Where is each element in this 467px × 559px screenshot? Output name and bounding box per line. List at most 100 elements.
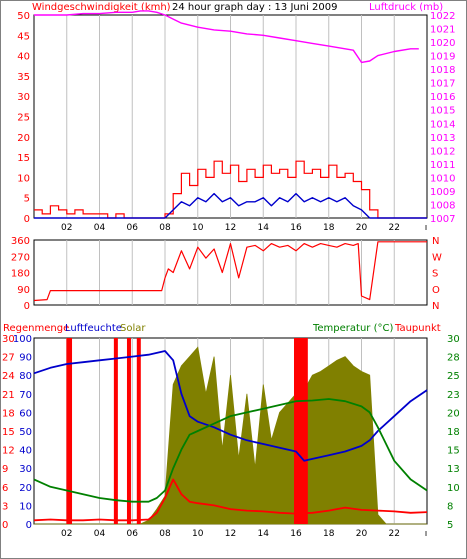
x-tick-label: 10 — [192, 529, 204, 539]
temperature-tick-label: 13 — [447, 464, 460, 475]
x-tick-label: 04 — [94, 529, 106, 539]
solar-axis-label: Solar — [120, 323, 146, 334]
humidity-tick-label: 90 — [19, 353, 32, 364]
wind-pressure-panel: 02 04 06 08 10 12 14 16 18 20 22 ı05101520253035404… — [17, 10, 455, 233]
wind-tick-label: 10 — [17, 173, 30, 184]
rain-tick-label: 27 — [2, 353, 15, 364]
pressure-series — [34, 10, 419, 64]
wind-tick-label: 30 — [17, 92, 30, 103]
humidity-tick-label: 30 — [19, 464, 32, 475]
x-tick-label: 12 — [225, 529, 236, 539]
pressure-tick-label: 1021 — [430, 25, 455, 36]
rain-tick-label: 30 — [2, 334, 15, 345]
temperature-tick-label: 20 — [447, 408, 460, 419]
x-tick-label: 08 — [159, 223, 171, 233]
humidity-tick-label: 10 — [19, 501, 32, 512]
pressure-tick-label: 1010 — [430, 173, 455, 184]
humidity-tick-label: 20 — [19, 483, 32, 494]
temperature-humidity-panel: 02 04 06 08 10 12 14 16 18 20 22 ı03691215182124273… — [2, 334, 460, 539]
direction-tick-label: 360 — [11, 236, 30, 247]
rain-tick-label: 9 — [2, 464, 8, 475]
temperature-tick-label: 25 — [447, 371, 460, 382]
compass-label: O — [432, 285, 440, 296]
x-tick-label: 16 — [290, 223, 302, 233]
rain-bar — [126, 338, 131, 524]
humidity-tick-label: 80 — [19, 371, 32, 382]
x-tick-label: 14 — [258, 223, 270, 233]
rain-tick-label: 0 — [2, 520, 8, 531]
compass-label: N — [432, 301, 439, 312]
x-tick-end: ı — [425, 223, 428, 233]
wind-tick-label: 40 — [17, 52, 30, 63]
pressure-tick-label: 1019 — [430, 52, 455, 63]
pressure-tick-label: 1020 — [430, 38, 455, 49]
temperature-tick-label: 5 — [447, 520, 453, 531]
x-tick-label: 12 — [225, 223, 236, 233]
rain-tick-label: 12 — [2, 446, 15, 457]
temperature-tick-label: 30 — [447, 334, 460, 345]
pressure-tick-label: 1011 — [430, 160, 455, 171]
temperature-tick-label: 18 — [447, 427, 460, 438]
wind-tick-label: 5 — [24, 194, 30, 205]
rain-tick-label: 15 — [2, 427, 15, 438]
wind-tick-label: 35 — [17, 72, 30, 83]
humidity-tick-label: 40 — [19, 446, 32, 457]
x-tick-label: 18 — [323, 529, 335, 539]
x-tick-label: 08 — [159, 529, 171, 539]
rain-bar — [136, 338, 141, 524]
rain-bar — [297, 338, 302, 524]
wind-axis-label: Windgeschwindigkeit (kmh) — [32, 2, 171, 13]
wind-direction-series — [33, 241, 427, 302]
chart-title: 24 hour graph day : 13 Juni 2009 — [172, 2, 338, 13]
rain-axis-label: Regenmenge — [3, 323, 69, 334]
pressure-tick-label: 1014 — [430, 119, 455, 130]
direction-tick-label: 180 — [11, 269, 30, 280]
rain-tick-label: 18 — [2, 408, 15, 419]
rain-bar — [300, 338, 305, 524]
temperature-tick-label: 28 — [447, 353, 460, 364]
pressure-tick-label: 1015 — [430, 106, 455, 117]
rain-bar — [113, 338, 118, 524]
pressure-tick-label: 1017 — [430, 79, 455, 90]
wind-tick-label: 15 — [17, 153, 30, 164]
direction-tick-label: 90 — [17, 285, 30, 296]
humidity-axis-label: Luftfeuchte — [65, 323, 122, 334]
pressure-tick-label: 1018 — [430, 65, 455, 76]
rain-tick-label: 24 — [2, 371, 15, 382]
x-tick-label: 06 — [127, 529, 139, 539]
dewpoint-series — [33, 478, 428, 522]
x-tick-label: 20 — [356, 223, 368, 233]
temperature-tick-label: 15 — [447, 446, 460, 457]
pressure-axis-label: Luftdruck (mb) — [369, 2, 443, 13]
x-tick-label: 10 — [192, 223, 204, 233]
x-tick-label: 16 — [290, 529, 302, 539]
pressure-tick-label: 1022 — [430, 11, 455, 22]
x-tick-label: 14 — [258, 529, 270, 539]
compass-label: S — [432, 269, 438, 280]
x-tick-label: 02 — [61, 223, 72, 233]
rain-bar — [294, 338, 298, 524]
wind_avg-series — [34, 192, 427, 219]
x-tick-label: 04 — [94, 223, 106, 233]
temperature-series — [33, 398, 428, 503]
humidity-series — [33, 350, 428, 462]
humidity-tick-label: 0 — [26, 520, 32, 531]
rain-tick-label: 6 — [2, 483, 8, 494]
humidity-tick-label: 70 — [19, 390, 32, 401]
pressure-tick-label: 1009 — [430, 187, 455, 198]
rain-tick-label: 3 — [2, 501, 8, 512]
humidity-tick-label: 60 — [19, 408, 32, 419]
pressure-tick-label: 1016 — [430, 92, 455, 103]
x-tick-label: 22 — [389, 223, 400, 233]
pressure-tick-label: 1013 — [430, 133, 455, 144]
direction-tick-label: 0 — [24, 301, 30, 312]
rain-bar — [303, 338, 308, 524]
pressure-tick-label: 1012 — [430, 146, 455, 157]
wind-tick-label: 0 — [24, 214, 30, 225]
rain-bar — [68, 338, 73, 524]
temperature-tick-label: 23 — [447, 390, 460, 401]
x-tick-label: 02 — [61, 529, 72, 539]
humidity-tick-label: 50 — [19, 427, 32, 438]
compass-label: W — [432, 252, 442, 263]
